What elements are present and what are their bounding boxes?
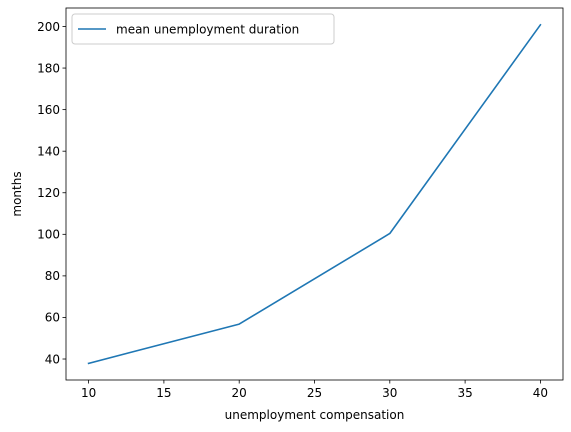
y-tick-label: 120 bbox=[37, 186, 60, 200]
y-tick-label: 40 bbox=[45, 352, 60, 366]
y-tick-label: 60 bbox=[45, 311, 60, 325]
plot-frame bbox=[65, 7, 564, 381]
data-point bbox=[238, 323, 240, 325]
x-tick-label: 15 bbox=[156, 386, 171, 400]
series-layer bbox=[87, 23, 542, 365]
y-tick-label: 140 bbox=[37, 144, 60, 158]
series-line-0 bbox=[87, 23, 542, 365]
x-tick-label: 35 bbox=[457, 386, 472, 400]
x-tick-label: 20 bbox=[232, 386, 247, 400]
y-tick-label: 180 bbox=[37, 61, 60, 75]
legend-box bbox=[71, 13, 335, 45]
data-point bbox=[540, 24, 542, 26]
y-tick-label: 160 bbox=[37, 103, 60, 117]
legend: mean unemployment duration bbox=[71, 13, 335, 45]
y-axis-ticks: 40 60 80 100 120 140 160 180 200 bbox=[37, 20, 66, 366]
x-tick-label: 25 bbox=[307, 386, 322, 400]
legend-label: mean unemployment duration bbox=[116, 23, 299, 37]
x-tick-label: 40 bbox=[533, 386, 548, 400]
y-tick-label: 80 bbox=[45, 269, 60, 283]
y-axis-label: months bbox=[10, 171, 24, 216]
y-tick-label: 100 bbox=[37, 228, 60, 242]
data-point bbox=[88, 363, 90, 365]
x-axis-ticks: 10 15 20 25 30 35 40 bbox=[81, 380, 548, 400]
x-tick-label: 30 bbox=[382, 386, 397, 400]
x-tick-label: 10 bbox=[81, 386, 96, 400]
data-point bbox=[389, 233, 391, 235]
y-tick-label: 200 bbox=[37, 20, 60, 34]
x-axis-label: unemployment compensation bbox=[225, 408, 405, 422]
